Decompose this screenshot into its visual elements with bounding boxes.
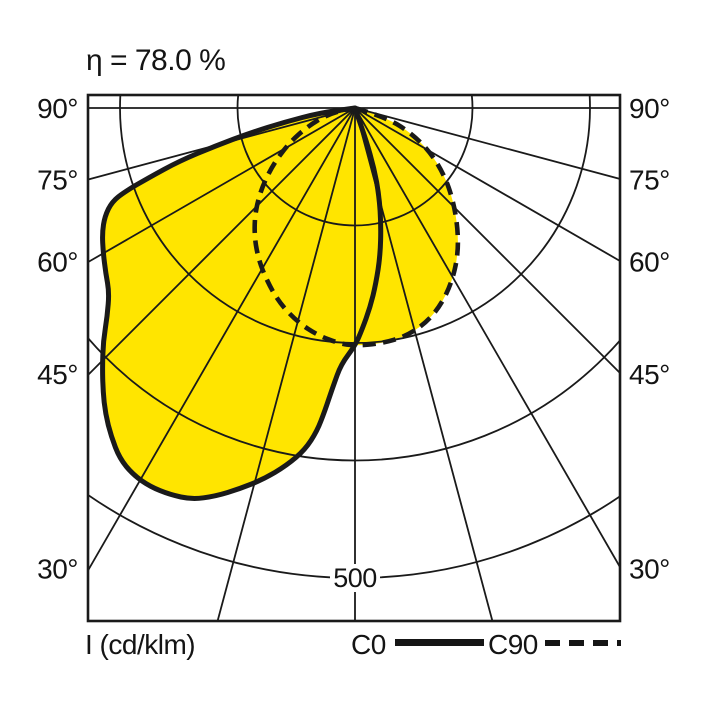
angle-label-left-75: 75° [37,164,78,195]
angle-label-right-60: 60° [629,247,670,278]
angle-label-right-75: 75° [629,164,670,195]
angle-label-right-90: 90° [629,93,670,124]
grid-ray--15deg [216,107,356,621]
curve-c0 [100,105,384,501]
legend-c90-line-sample [545,640,621,646]
angle-label-left-45: 45° [37,359,78,390]
efficiency-label: η = 78.0 % [86,44,226,77]
angle-label-left-60: 60° [37,247,78,278]
angle-label-left-30: 30° [37,554,78,585]
intensity-label-backing [330,564,380,592]
grid-ray-45deg [354,107,620,375]
angle-label-right-45: 45° [629,359,670,390]
grid-ray-75deg [354,107,620,180]
angle-label-left-90: 90° [37,93,78,124]
intensity-unit-label: I (cd/klm) [85,629,196,660]
legend-c0-label: C0 [351,629,386,660]
grid-ray-60deg [354,107,620,263]
legend-c0-line-sample [395,639,484,646]
angle-label-right-30: 30° [629,554,670,585]
plot-frame [86,93,622,623]
legend-c90-label: C90 [488,629,538,660]
grid-ray--60deg [88,107,356,264]
curve-fill-c90 [254,108,458,346]
grid-ray--75deg [88,107,356,181]
grid-ray-30deg [354,107,620,569]
intensity-circle-label: 500 [333,563,377,593]
grid-ray--45deg [88,107,356,377]
